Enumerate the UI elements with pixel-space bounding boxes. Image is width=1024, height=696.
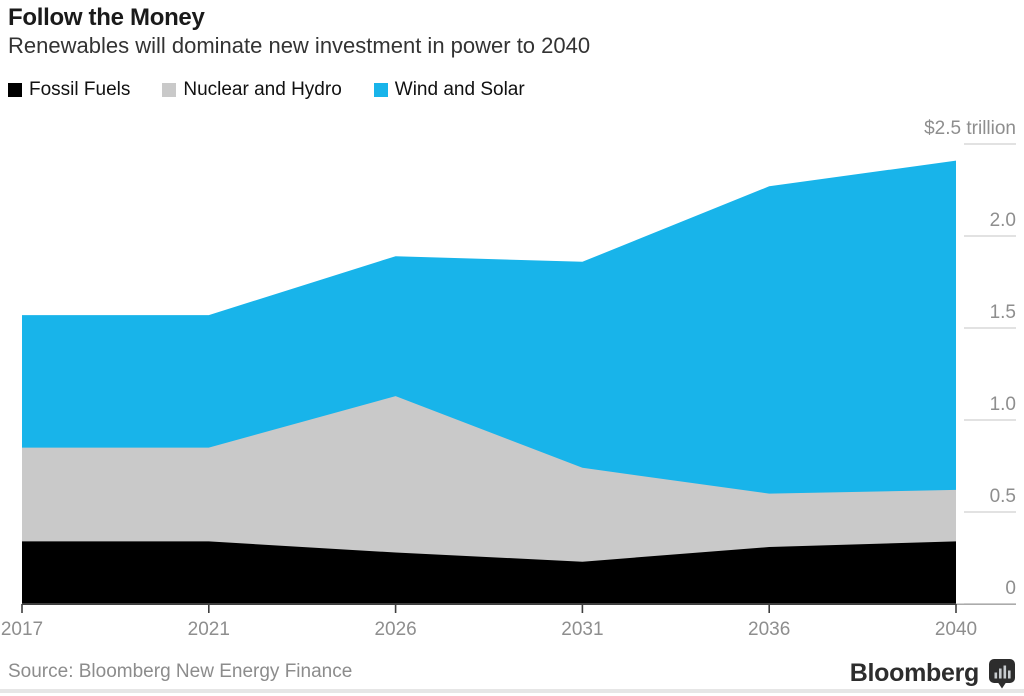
y-axis-label: $2.5 trillion [924, 118, 1016, 139]
legend-item-fossil-fuels: Fossil Fuels [8, 79, 130, 101]
legend-item-nuclear-hydro: Nuclear and Hydro [162, 79, 342, 101]
area-fossil-fuels [22, 541, 956, 604]
x-axis-label: 2026 [374, 619, 417, 640]
legend-item-wind-solar: Wind and Solar [373, 79, 525, 101]
bloomberg-logo: Bloomberg [850, 658, 1016, 689]
x-axis-label: 2021 [187, 619, 230, 640]
x-axis-label: 2031 [561, 619, 604, 640]
y-axis-label: 0 [1005, 578, 1016, 599]
x-axis-label: 2036 [748, 619, 791, 640]
x-axis-label: 2040 [934, 619, 978, 640]
bloomberg-wordmark: Bloomberg [849, 659, 980, 687]
x-axis-line [22, 603, 956, 605]
legend-label-nuclear-hydro: Nuclear and Hydro [183, 79, 342, 100]
x-axis-extension [956, 603, 1016, 605]
area-nuclear-and-hydro [22, 396, 956, 604]
legend: Fossil Fuels Nuclear and Hydro Wind and … [8, 79, 525, 101]
y-axis-label: 0.5 [989, 486, 1016, 507]
source-note: Source: Bloomberg New Energy Finance [8, 661, 353, 682]
y-axis-label: 1.5 [989, 302, 1016, 323]
y-axis-label: 2.0 [989, 210, 1016, 231]
page-title: Follow the Money [8, 4, 205, 31]
area-wind-and-solar [22, 160, 956, 604]
legend-swatch-fossil-fuels [8, 83, 22, 97]
legend-swatch-nuclear-hydro [162, 83, 177, 97]
legend-swatch-wind-solar [373, 83, 388, 97]
legend-label-wind-solar: Wind and Solar [394, 79, 525, 100]
legend-label-fossil-fuels: Fossil Fuels [29, 79, 131, 100]
y-axis-label: 1.0 [989, 394, 1016, 415]
x-axis-label: 2017 [0, 619, 44, 640]
page-subtitle: Renewables will dominate new investment … [8, 33, 591, 58]
bloomberg-chart-bubble-icon [989, 659, 1015, 689]
bottom-edge-strip [0, 689, 1024, 693]
